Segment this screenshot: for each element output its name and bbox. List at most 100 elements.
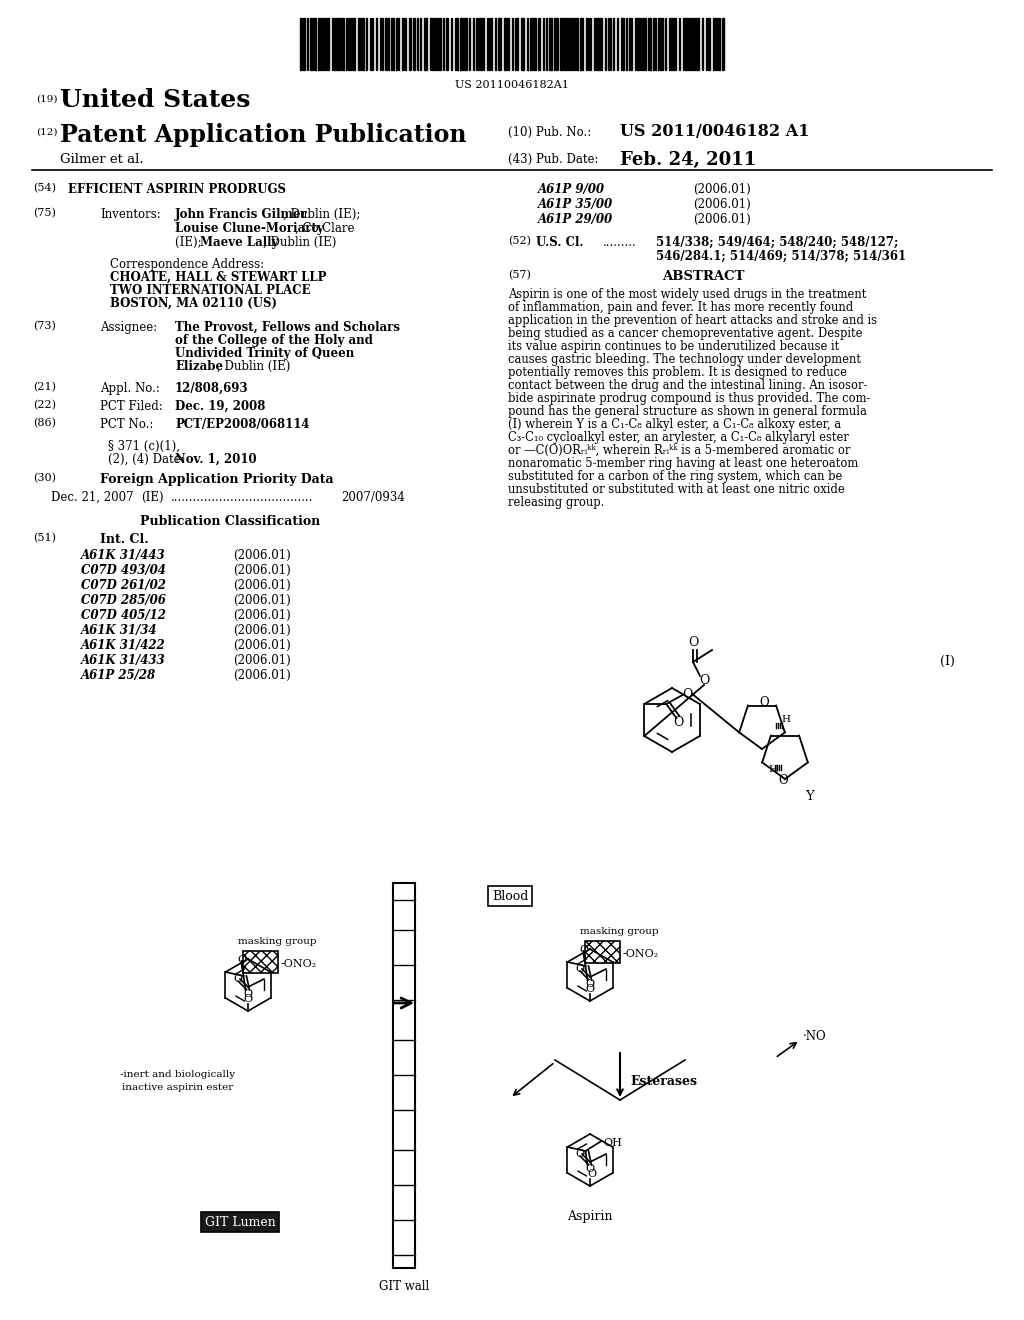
- Text: being studied as a cancer chemopreventative agent. Despite: being studied as a cancer chemopreventat…: [508, 327, 862, 341]
- Text: unsubstituted or substituted with at least one nitric oxide: unsubstituted or substituted with at lea…: [508, 483, 845, 496]
- Text: O: O: [244, 994, 253, 1005]
- Bar: [446, 18, 449, 70]
- Text: (2), (4) Date:: (2), (4) Date:: [108, 453, 184, 466]
- Text: (21): (21): [33, 381, 56, 392]
- Text: (2006.01): (2006.01): [233, 609, 291, 622]
- Bar: [515, 18, 518, 70]
- Text: -ONO₂: -ONO₂: [623, 949, 658, 960]
- Text: 546/284.1; 514/469; 514/378; 514/361: 546/284.1; 514/469; 514/378; 514/361: [656, 249, 906, 263]
- Bar: [413, 18, 415, 70]
- Text: Blood: Blood: [492, 890, 528, 903]
- Bar: [327, 18, 329, 70]
- Bar: [596, 18, 599, 70]
- Text: O: O: [243, 989, 252, 999]
- Text: -ONO₂: -ONO₂: [281, 960, 316, 969]
- Text: Aspirin is one of the most widely used drugs in the treatment: Aspirin is one of the most widely used d…: [508, 288, 866, 301]
- Bar: [432, 18, 434, 70]
- Text: , Co.Clare: , Co.Clare: [295, 222, 354, 235]
- Bar: [361, 18, 364, 70]
- Text: (22): (22): [33, 400, 56, 411]
- Text: GIT Lumen: GIT Lumen: [205, 1216, 275, 1229]
- Bar: [689, 18, 692, 70]
- Text: O: O: [673, 715, 683, 729]
- Bar: [341, 18, 344, 70]
- Text: (10) Pub. No.:: (10) Pub. No.:: [508, 125, 591, 139]
- Text: O: O: [778, 774, 787, 787]
- Bar: [600, 18, 602, 70]
- Bar: [402, 18, 404, 70]
- Bar: [685, 18, 688, 70]
- Bar: [534, 18, 536, 70]
- Bar: [387, 18, 389, 70]
- Text: (57): (57): [508, 271, 530, 280]
- Text: of inflammation, pain and fever. It has more recently found: of inflammation, pain and fever. It has …: [508, 301, 853, 314]
- Text: C07D 493/04: C07D 493/04: [81, 564, 166, 577]
- Bar: [538, 18, 540, 70]
- Text: (2006.01): (2006.01): [233, 653, 291, 667]
- Text: US 20110046182A1: US 20110046182A1: [455, 81, 569, 90]
- Text: , Dublin (IE): , Dublin (IE): [263, 236, 336, 249]
- Text: (43) Pub. Date:: (43) Pub. Date:: [508, 153, 598, 166]
- Text: C₃-C₁₀ cycloalkyl ester, an arylester, a C₁-C₈ alkylaryl ester: C₃-C₁₀ cycloalkyl ester, an arylester, a…: [508, 432, 849, 444]
- Text: The Provost, Fellows and Scholars: The Provost, Fellows and Scholars: [175, 321, 400, 334]
- Text: (2006.01): (2006.01): [233, 624, 291, 638]
- Text: (2006.01): (2006.01): [233, 579, 291, 591]
- Bar: [621, 18, 624, 70]
- Text: Aspirin: Aspirin: [567, 1210, 612, 1224]
- Text: 12/808,693: 12/808,693: [175, 381, 249, 395]
- Text: potentially removes this problem. It is designed to reduce: potentially removes this problem. It is …: [508, 366, 847, 379]
- Bar: [455, 18, 458, 70]
- Bar: [556, 18, 558, 70]
- Text: (I) wherein Y is a C₁-C₈ alkyl ester, a C₁-C₈ alkoxy ester, a: (I) wherein Y is a C₁-C₈ alkyl ester, a …: [508, 418, 841, 432]
- Text: PCT No.:: PCT No.:: [100, 418, 154, 432]
- Text: Foreign Application Priority Data: Foreign Application Priority Data: [100, 473, 334, 486]
- Text: A61P 25/28: A61P 25/28: [81, 669, 156, 682]
- Text: Undivided Trinity of Queen: Undivided Trinity of Queen: [175, 347, 354, 360]
- Bar: [696, 18, 699, 70]
- Bar: [358, 18, 360, 70]
- Text: Louise Clune-Moriarty: Louise Clune-Moriarty: [175, 222, 324, 235]
- Text: Gilmer et al.: Gilmer et al.: [60, 153, 143, 166]
- Bar: [409, 18, 411, 70]
- Text: O: O: [575, 964, 585, 974]
- Text: A61K 31/34: A61K 31/34: [81, 624, 158, 638]
- Bar: [586, 941, 621, 964]
- Bar: [393, 883, 415, 1269]
- Text: or —C(O)ORᵣᵢᵏᵏ, wherein Rᵣᵢᵏᵏ is a 5-membered aromatic or: or —C(O)ORᵣᵢᵏᵏ, wherein Rᵣᵢᵏᵏ is a 5-mem…: [508, 444, 850, 457]
- Bar: [693, 18, 695, 70]
- Bar: [300, 18, 302, 70]
- Text: PCT/EP2008/068114: PCT/EP2008/068114: [175, 418, 309, 432]
- Text: (2006.01): (2006.01): [233, 669, 291, 682]
- Bar: [708, 18, 710, 70]
- Bar: [715, 18, 717, 70]
- Bar: [318, 18, 321, 70]
- Text: U.S. Cl.: U.S. Cl.: [536, 236, 584, 249]
- Text: H: H: [768, 766, 777, 775]
- Text: US 2011/0046182 A1: US 2011/0046182 A1: [620, 123, 810, 140]
- Text: O: O: [585, 1164, 594, 1173]
- Text: masking group: masking group: [581, 927, 659, 936]
- Text: bide aspirinate prodrug compound is thus provided. The com-: bide aspirinate prodrug compound is thus…: [508, 392, 870, 405]
- Bar: [718, 18, 720, 70]
- Text: Elizabe: Elizabe: [175, 360, 223, 374]
- Bar: [662, 18, 663, 70]
- Text: Esterases: Esterases: [630, 1074, 697, 1088]
- Text: -inert and biologically: -inert and biologically: [121, 1071, 236, 1078]
- Text: C07D 405/12: C07D 405/12: [81, 609, 166, 622]
- Text: , Dublin (IE);: , Dublin (IE);: [283, 209, 360, 220]
- Text: CHOATE, HALL & STEWART LLP: CHOATE, HALL & STEWART LLP: [110, 271, 327, 284]
- Bar: [648, 18, 651, 70]
- Text: ......................................: ......................................: [171, 491, 313, 504]
- Text: (IE);: (IE);: [175, 236, 206, 249]
- Text: O: O: [588, 1170, 597, 1179]
- Text: , Dublin (IE): , Dublin (IE): [217, 360, 291, 374]
- Text: (52): (52): [508, 236, 531, 247]
- Text: releasing group.: releasing group.: [508, 496, 604, 510]
- Bar: [303, 18, 305, 70]
- Text: A61P 35/00: A61P 35/00: [538, 198, 613, 211]
- Text: BOSTON, MA 02110 (US): BOSTON, MA 02110 (US): [110, 297, 278, 310]
- Text: (2006.01): (2006.01): [693, 213, 751, 226]
- Text: H: H: [781, 715, 791, 725]
- Text: A61P 29/00: A61P 29/00: [538, 213, 613, 226]
- Text: A61K 31/443: A61K 31/443: [81, 549, 166, 562]
